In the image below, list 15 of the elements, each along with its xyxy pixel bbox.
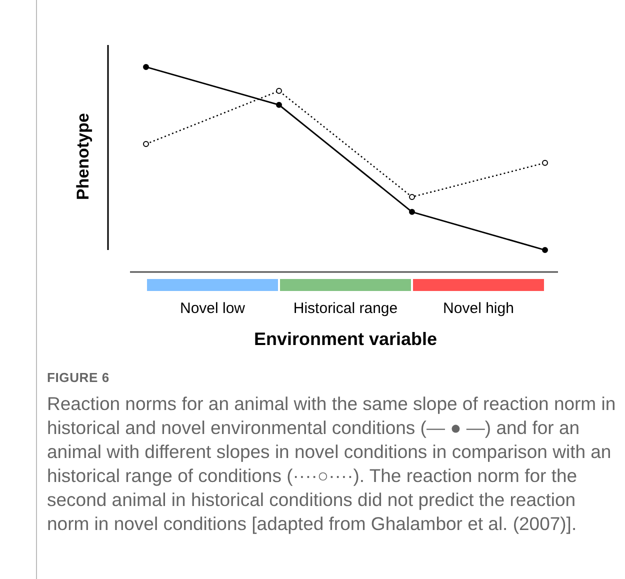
point xyxy=(143,141,149,148)
x-axis-title: Environment variable xyxy=(254,328,438,349)
point xyxy=(542,160,548,166)
text: Novel high xyxy=(443,300,514,317)
text: Historical range xyxy=(293,300,398,317)
point xyxy=(409,194,415,200)
caption: FIGURE 6 xyxy=(47,370,110,385)
point xyxy=(276,102,282,108)
y-axis-title: Phenotype xyxy=(74,113,93,200)
point xyxy=(276,88,282,94)
text: Novel low xyxy=(180,300,246,317)
text: Reaction norms for an animal with the same slope of reaction norm in historical and novel environmental conditions (— ● —) and for an animal with different slopes in novel conditions in comparison with an historical range of conditions (····○····). The reaction norm for the second animal in historical conditions did not predict the reaction norm in novel conditions [adapted from Ghalambor et al. (2007)]. xyxy=(47,392,617,536)
point xyxy=(143,64,149,70)
point xyxy=(409,208,415,215)
point xyxy=(542,247,548,254)
